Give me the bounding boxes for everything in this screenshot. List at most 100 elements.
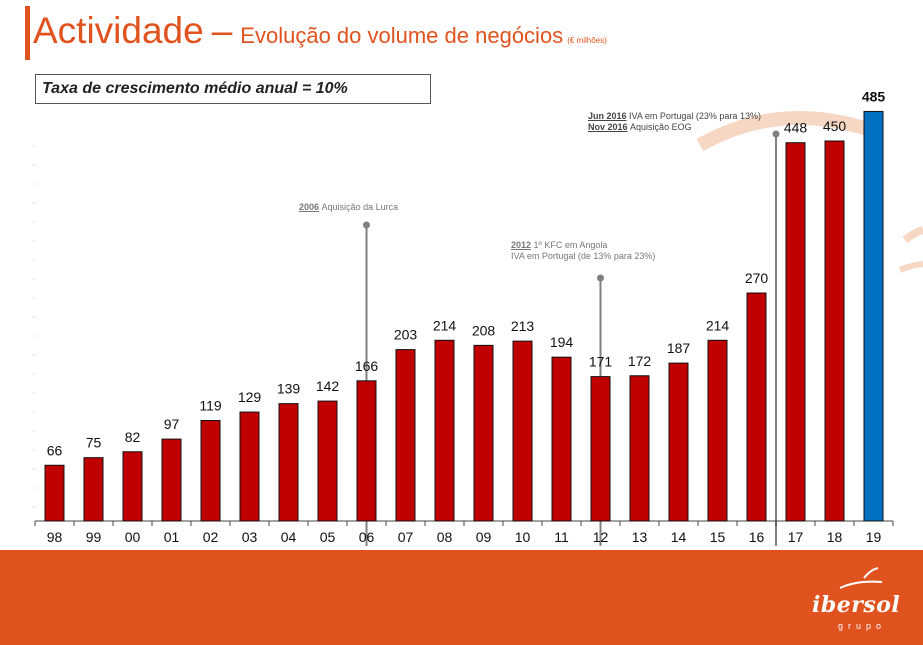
- annotation-2006: 2006 Aquisição da Lurca: [299, 202, 398, 213]
- x-tick-label-03: 03: [242, 529, 258, 545]
- data-label-07: 203: [394, 327, 418, 343]
- y-tick-dot: [33, 164, 35, 166]
- x-tick-label-17: 17: [788, 529, 804, 545]
- bar-16: [746, 292, 767, 522]
- x-tick-label-99: 99: [86, 529, 102, 545]
- y-tick-dot: [33, 354, 35, 356]
- y-tick-dot: [33, 221, 35, 223]
- x-tick-label-10: 10: [515, 529, 531, 545]
- data-label-11: 194: [550, 334, 574, 350]
- y-tick-dot: [33, 297, 35, 299]
- bar-02: [200, 420, 221, 522]
- bar-13: [629, 375, 650, 522]
- logo-word: ibersol: [812, 592, 901, 618]
- y-tick-dot: [33, 487, 35, 489]
- bar-09: [473, 344, 494, 522]
- data-label-15: 214: [706, 317, 730, 333]
- annotation-2012: 2012 1º KFC em Angola IVA em Portugal (d…: [511, 240, 655, 262]
- title-subtitle: Evolução do volume de negócios: [240, 23, 564, 48]
- x-tick-label-13: 13: [632, 529, 648, 545]
- y-tick-dot: [33, 373, 35, 375]
- swirl-arc-top: [696, 111, 873, 152]
- data-label-13: 172: [628, 353, 652, 369]
- annotation-2016-text2: Aquisição EOG: [630, 122, 692, 132]
- bar-12: [590, 376, 611, 522]
- bar-06: [356, 380, 377, 522]
- annotation-2016: Jun 2016 IVA em Portugal (23% para 13%) …: [588, 111, 761, 133]
- annotation-marker: [597, 274, 604, 282]
- data-label-17: 448: [784, 120, 808, 136]
- x-tick-label-01: 01: [164, 529, 180, 545]
- x-tick-label-15: 15: [710, 529, 726, 545]
- growth-rate-box: Taxa de crescimento médio anual = 10%: [35, 74, 431, 104]
- bar-14: [668, 362, 689, 522]
- x-tick-label-14: 14: [671, 529, 687, 545]
- y-tick-dot: [33, 506, 35, 508]
- annotation-2012-year: 2012: [511, 240, 532, 250]
- x-tick-label-11: 11: [554, 529, 569, 545]
- logo-sub: grupo: [838, 621, 887, 631]
- y-tick-dot: [33, 240, 35, 242]
- y-tick-dot: [33, 430, 35, 432]
- y-tick-dot: [33, 145, 35, 147]
- y-tick-dot: [33, 392, 35, 394]
- data-label-04: 139: [277, 381, 301, 397]
- x-tick-label-02: 02: [203, 529, 219, 545]
- swirl-arc-right-2: [898, 261, 923, 273]
- decorative-swirl: [696, 111, 923, 273]
- x-tick-label-00: 00: [125, 529, 141, 545]
- y-tick-dot: [33, 449, 35, 451]
- data-label-01: 97: [164, 416, 180, 432]
- data-label-98: 66: [47, 442, 63, 458]
- y-tick-dot: [33, 468, 35, 470]
- page-title: Actividade – Evolução do volume de negócio…: [33, 10, 607, 52]
- bar-98: [44, 464, 65, 522]
- x-tick-label-04: 04: [281, 529, 297, 545]
- x-tick-label-06: 06: [359, 529, 375, 545]
- data-label-10: 213: [511, 318, 535, 334]
- bar-99: [83, 457, 104, 522]
- data-label-16: 270: [745, 270, 769, 286]
- data-label-03: 129: [238, 389, 262, 405]
- annotation-marker: [772, 130, 780, 138]
- revenue-bar-chart: 66 98 75 99 82 00 97 01 119 02 129 03 139 04 142 05 166 0…: [33, 88, 894, 546]
- bar-10: [512, 340, 533, 522]
- bar-07: [395, 349, 416, 522]
- y-tick-dot: [33, 335, 35, 337]
- bar-08: [434, 339, 455, 522]
- data-label-09: 208: [472, 322, 496, 338]
- title-main: Actividade: [33, 10, 204, 51]
- annotation-marker: [363, 221, 370, 229]
- data-label-18: 450: [823, 118, 847, 134]
- y-tick-dot: [33, 183, 35, 185]
- data-label-05: 142: [316, 378, 340, 394]
- ibersol-logo: ibersol grupo: [812, 566, 912, 636]
- annotation-2016-text: IVA em Portugal (23% para 13%): [629, 111, 761, 121]
- bar-18: [824, 140, 845, 522]
- x-tick-label-12: 12: [593, 529, 609, 545]
- bar-03: [239, 411, 260, 522]
- y-tick-dot: [33, 316, 35, 318]
- title-accent-bar: [25, 6, 30, 60]
- data-label-99: 75: [86, 435, 102, 451]
- x-tick-label-07: 07: [398, 529, 414, 545]
- bar-04: [278, 403, 299, 522]
- data-label-00: 82: [125, 429, 141, 445]
- annotation-2016-year: Jun 2016: [588, 111, 627, 121]
- footer-band: [0, 550, 923, 645]
- bar-00: [122, 451, 143, 522]
- annotation-2012-text2: IVA em Portugal (de 13% para 23%): [511, 251, 656, 261]
- title-unit: (€ milhões): [567, 36, 607, 45]
- data-label-06: 166: [355, 358, 379, 374]
- y-tick-dot: [33, 202, 35, 204]
- data-label-08: 214: [433, 317, 457, 333]
- bar-17: [785, 142, 806, 522]
- data-label-14: 187: [667, 340, 691, 356]
- x-tick-label-18: 18: [827, 529, 843, 545]
- y-tick-dot: [33, 411, 35, 413]
- x-tick-label-98: 98: [47, 529, 63, 545]
- bar-19: [863, 110, 884, 522]
- logo-flame-icon: [839, 567, 883, 589]
- annotation-2012-text: 1º KFC em Angola: [533, 240, 608, 250]
- x-tick-label-19: 19: [866, 529, 882, 545]
